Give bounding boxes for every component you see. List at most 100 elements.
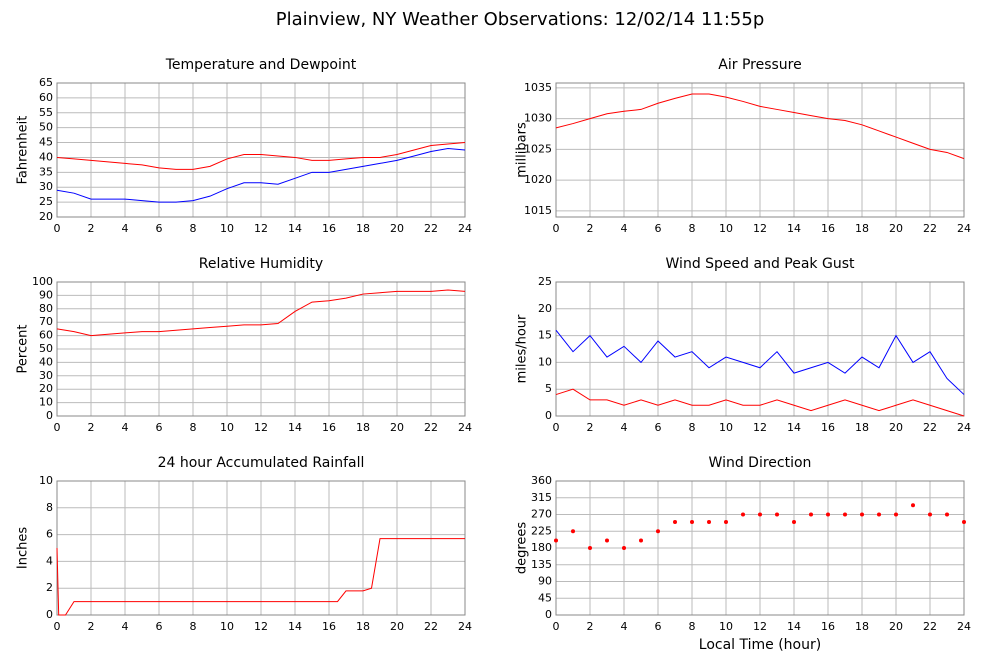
x-tick-label: 16 [322,421,336,434]
y-tick-label: 70 [39,315,53,328]
y-tick-label: 270 [531,508,552,521]
data-point [588,546,592,550]
x-tick-label: 18 [356,222,370,235]
chart: Relative HumidityPercent0102030405060708… [16,256,473,434]
data-point [741,512,745,517]
x-tick-label: 24 [957,222,971,235]
x-tick-label: 22 [923,620,937,633]
y-tick-label: 25 [39,195,53,208]
y-tick-label: 60 [39,91,53,104]
x-tick-label: 20 [390,620,404,633]
x-tick-label: 24 [957,421,971,434]
y-tick-label: 225 [531,524,552,537]
y-tick-label: 1020 [524,173,552,186]
x-tick-label: 14 [787,222,801,235]
y-tick-label: 4 [46,554,53,567]
y-tick-label: 40 [39,150,53,163]
data-point [673,519,677,524]
chart-title: Temperature and Dewpoint [165,57,357,73]
x-tick-label: 24 [957,620,971,633]
data-line [56,289,466,337]
x-tick-label: 16 [821,421,835,434]
x-tick-label: 16 [322,620,336,633]
x-tick-label: 14 [288,421,302,434]
y-tick-label: 180 [531,541,552,554]
y-tick-label: 1030 [524,112,552,125]
x-tick-label: 4 [621,222,628,235]
x-tick-label: 2 [88,421,95,434]
data-point [724,519,728,524]
x-tick-label: 8 [689,620,696,633]
y-tick-label: 0 [46,608,53,621]
x-tick-label: 10 [220,222,234,235]
y-tick-label: 65 [39,76,53,89]
x-tick-label: 2 [88,222,95,235]
data-point [758,512,762,517]
x-tick-label: 20 [889,620,903,633]
data-point [826,512,830,517]
x-tick-label: 18 [356,421,370,434]
x-tick-label: 18 [356,620,370,633]
x-tick-label: 12 [254,421,268,434]
data-point [843,512,847,517]
y-tick-label: 1015 [524,204,552,217]
y-tick-label: 10 [39,396,53,409]
x-tick-label: 0 [553,620,560,633]
chart: Temperature and DewpointFahrenheit202530… [16,57,473,235]
y-axis-label: millibars [515,122,530,178]
data-line [56,148,466,203]
x-tick-label: 6 [655,620,662,633]
data-point [707,519,711,524]
x-tick-label: 8 [190,421,197,434]
x-tick-label: 4 [122,620,129,633]
page-title: Plainview, NY Weather Observations: 12/0… [276,9,765,30]
plot-frame [555,82,965,218]
data-line [555,329,965,395]
data-line [56,142,466,170]
y-axis-label: Inches [16,527,31,569]
y-axis-label: degrees [515,522,530,575]
y-tick-label: 0 [46,409,53,422]
x-tick-label: 2 [587,421,594,434]
x-tick-label: 2 [587,222,594,235]
x-tick-label: 10 [719,620,733,633]
x-tick-label: 0 [54,620,61,633]
x-tick-label: 18 [855,421,869,434]
y-tick-label: 50 [39,121,53,134]
x-tick-label: 22 [923,222,937,235]
x-tick-label: 6 [655,421,662,434]
x-tick-label: 24 [458,222,472,235]
data-point [962,519,966,524]
data-line [56,538,465,616]
y-tick-label: 45 [538,591,552,604]
x-tick-label: 4 [621,421,628,434]
x-tick-label: 10 [220,421,234,434]
data-point [894,512,898,517]
x-tick-label: 20 [390,421,404,434]
chart: Air Pressuremillibars1015102010251030103… [515,57,972,235]
data-point [911,503,915,508]
x-tick-label: 4 [621,620,628,633]
data-point [554,538,558,543]
x-tick-label: 0 [553,222,560,235]
plot-frame [56,281,466,417]
chart-title: Wind Direction [709,455,812,471]
y-tick-label: 0 [545,608,552,621]
x-tick-label: 6 [156,222,163,235]
data-line [555,388,965,417]
y-tick-label: 80 [39,302,53,315]
x-tick-label: 20 [889,222,903,235]
x-tick-label: 12 [753,222,767,235]
x-tick-label: 12 [254,620,268,633]
y-tick-label: 50 [39,342,53,355]
y-tick-label: 15 [538,329,552,342]
y-axis-label: Fahrenheit [16,116,31,185]
y-tick-label: 55 [39,106,53,119]
y-tick-label: 315 [531,491,552,504]
y-tick-label: 45 [39,136,53,149]
x-tick-label: 6 [156,421,163,434]
data-point [945,512,949,517]
x-tick-label: 20 [889,421,903,434]
